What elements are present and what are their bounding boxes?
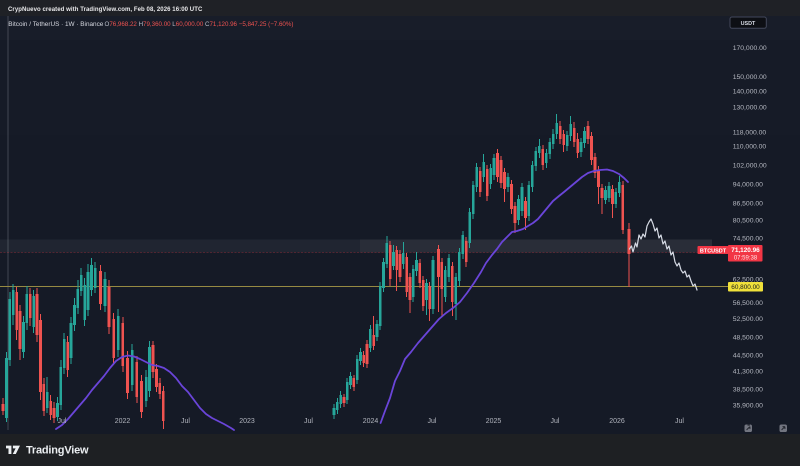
svg-text:71,120.96: 71,120.96 [731,247,760,254]
svg-text:74,500.00: 74,500.00 [733,235,763,242]
svg-text:170,000.00: 170,000.00 [733,45,767,52]
svg-text:118,000.00: 118,000.00 [733,129,767,136]
svg-text:41,300.00: 41,300.00 [733,368,763,375]
svg-text:94,000.00: 94,000.00 [733,181,763,188]
svg-text:2026: 2026 [609,418,625,425]
svg-text:150,000.00: 150,000.00 [733,74,767,81]
svg-text:07:59:38: 07:59:38 [734,255,758,261]
svg-text:CrypNuevo created with Trading: CrypNuevo created with TradingView.com, … [8,7,203,13]
svg-text:O76,968.22 H79,360.00 L60,000.: O76,968.22 H79,360.00 L60,000.00 C71,120… [105,21,294,28]
svg-text:Bitcoin / TetherUS · 1W · Bina: Bitcoin / TetherUS · 1W · Binance [8,21,104,28]
svg-text:86,500.00: 86,500.00 [733,200,763,207]
svg-text:48,500.00: 48,500.00 [733,334,763,341]
svg-text:52,500.00: 52,500.00 [733,316,763,323]
svg-text:2022: 2022 [115,418,131,425]
svg-text:Jul: Jul [304,418,313,425]
svg-text:62,500.00: 62,500.00 [733,276,763,283]
svg-text:TradingView: TradingView [26,445,89,457]
svg-text:2025: 2025 [486,418,502,425]
svg-text:Jul: Jul [181,418,190,425]
svg-text:2024: 2024 [363,418,379,425]
svg-text:35,900.00: 35,900.00 [733,402,763,409]
svg-text:44,500.00: 44,500.00 [733,352,763,359]
svg-text:80,500.00: 80,500.00 [733,217,763,224]
svg-text:Jul: Jul [428,418,437,425]
svg-text:USDT: USDT [741,21,756,27]
svg-text:Jul: Jul [58,418,67,425]
svg-text:140,000.00: 140,000.00 [733,88,767,95]
svg-text:130,000.00: 130,000.00 [733,104,767,111]
svg-text:38,500.00: 38,500.00 [733,386,763,393]
svg-text:110,000.00: 110,000.00 [733,143,767,150]
svg-text:2023: 2023 [239,418,255,425]
svg-text:Jul: Jul [551,418,560,425]
svg-text:BTCUSDT: BTCUSDT [700,248,727,254]
svg-text:56,500.00: 56,500.00 [733,300,763,307]
svg-text:Jul: Jul [675,418,684,425]
svg-text:60,800.00: 60,800.00 [731,284,760,291]
svg-text:102,000.00: 102,000.00 [733,162,767,169]
